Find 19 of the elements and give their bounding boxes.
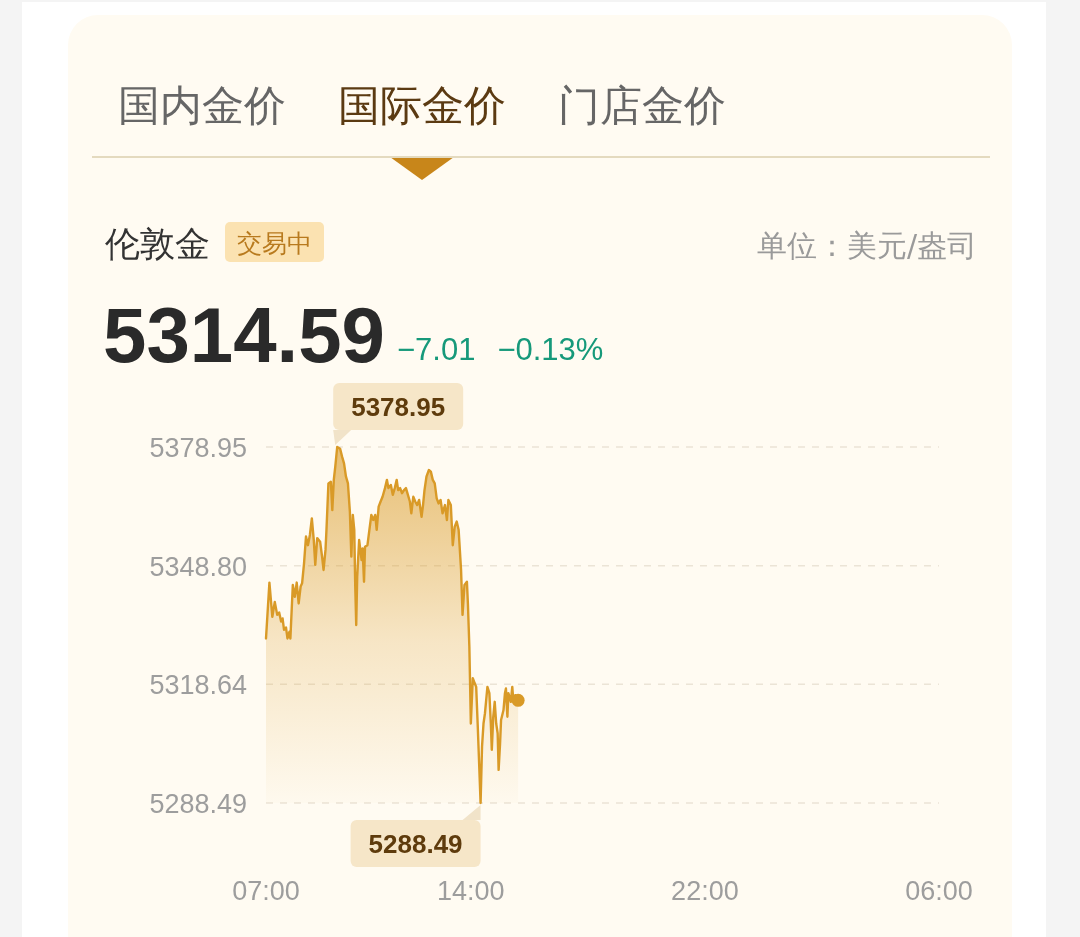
status-badge: 交易中 [225, 222, 324, 262]
x-tick-label: 07:00 [232, 876, 300, 906]
chart-title: 伦敦金 [105, 224, 210, 264]
x-tick-label: 22:00 [671, 876, 739, 906]
text: 国内金价 [118, 81, 286, 130]
annotation: 5378.95 [351, 392, 446, 422]
y-tick-label: 5378.95 [149, 433, 247, 463]
x-tick-label: 06:00 [905, 876, 973, 906]
y-tick-label: 5348.80 [149, 551, 247, 582]
y-tick-label: 5288.49 [149, 789, 247, 819]
text: 5314.59 [103, 291, 385, 379]
text: 国际金价 [338, 81, 506, 130]
text: 门店金价 [558, 81, 726, 130]
text: 单位：美元/盎司 [756, 228, 977, 263]
annotation: 5288.49 [368, 829, 463, 859]
y-tick-label: 5318.64 [149, 670, 247, 701]
text: −0.13% [497, 332, 604, 367]
text: −7.01 [396, 332, 476, 367]
x-tick-label: 14:00 [437, 876, 505, 906]
